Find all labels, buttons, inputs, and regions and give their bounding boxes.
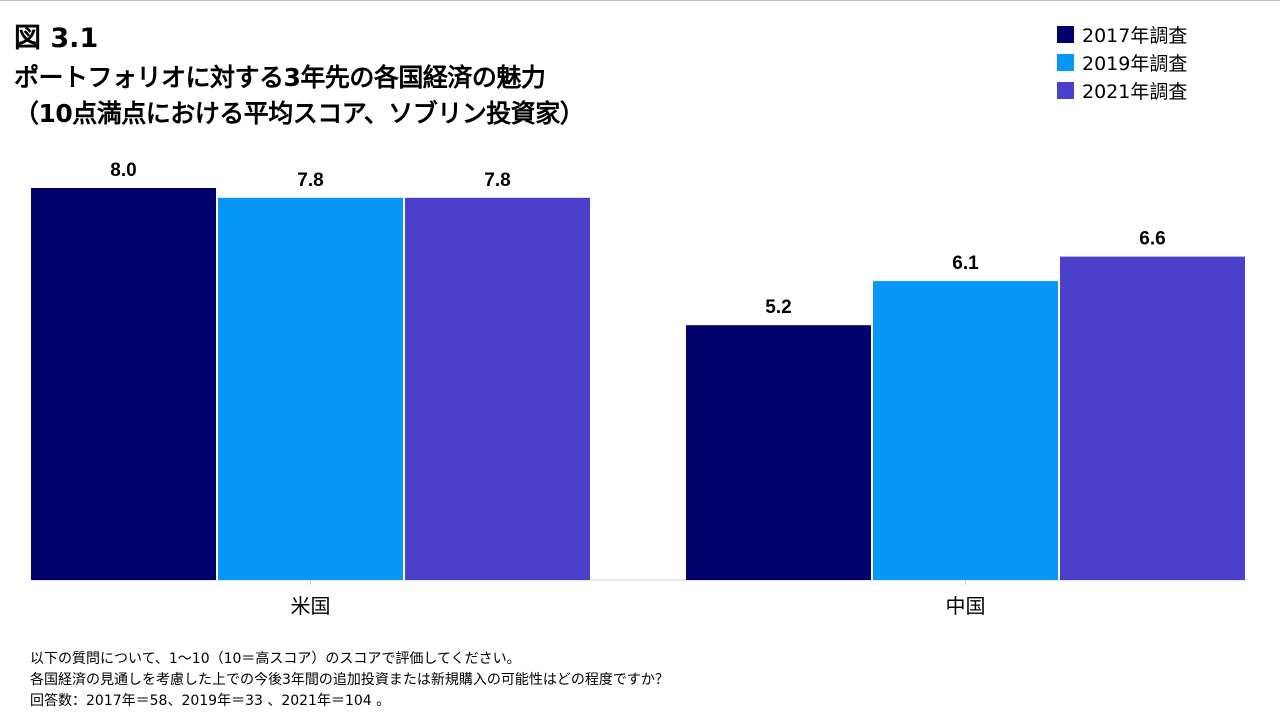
note-question-detail: 各国経済の見通しを考慮した上での今後3年間の追加投資または新規購入の可能性はどの…: [30, 672, 669, 688]
data-label-us-2017: 8.0: [110, 160, 136, 181]
legend-item-2021: 2021年調査: [1057, 76, 1187, 104]
bar-us-2021: [405, 197, 590, 581]
bar-china-2021: [1060, 256, 1245, 580]
category-label-us: 米国: [291, 594, 331, 618]
data-label-china-2017: 5.2: [765, 297, 791, 318]
data-label-us-2021: 7.8: [484, 170, 510, 191]
chart-title-line1: ポートフォリオに対する3年先の各国経済の魅力: [14, 63, 546, 92]
chart-title-line2: （10点満点における平均スコア、ソブリン投資家）: [14, 99, 585, 128]
legend-swatch-2019: [1057, 53, 1074, 71]
legend-label-2017: 2017年調査: [1082, 24, 1188, 47]
data-label-us-2019: 7.8: [297, 170, 323, 191]
legend-swatch-2017: [1057, 25, 1074, 43]
bar-us-2017: [31, 188, 216, 580]
legend-item-2019: 2019年調査: [1057, 48, 1187, 76]
category-label-china: 中国: [946, 594, 986, 618]
bar-china-2017: [686, 325, 871, 580]
legend-label-2021: 2021年調査: [1082, 80, 1188, 103]
bar-china-2019: [873, 281, 1058, 580]
figure-number: 図 3.1: [14, 23, 99, 54]
legend-swatch-2021: [1057, 81, 1074, 99]
top-divider: [0, 0, 1280, 1]
chart-notes: 以下の質問について、1〜10（10＝高スコア）のスコアで評価してください。 各国…: [30, 649, 669, 712]
note-question: 以下の質問について、1〜10（10＝高スコア）のスコアで評価してください。: [30, 651, 521, 667]
legend-item-2017: 2017年調査: [1057, 20, 1187, 48]
legend-label-2019: 2019年調査: [1082, 52, 1188, 75]
data-label-china-2019: 6.1: [952, 253, 979, 274]
chart-legend: 2017年調査 2019年調査 2021年調査: [1057, 20, 1187, 104]
note-respondents: 回答数：2017年＝58、2019年＝33 、2021年＝104 。: [30, 693, 391, 709]
data-label-china-2021: 6.6: [1139, 229, 1165, 250]
bar-us-2019: [218, 197, 403, 581]
